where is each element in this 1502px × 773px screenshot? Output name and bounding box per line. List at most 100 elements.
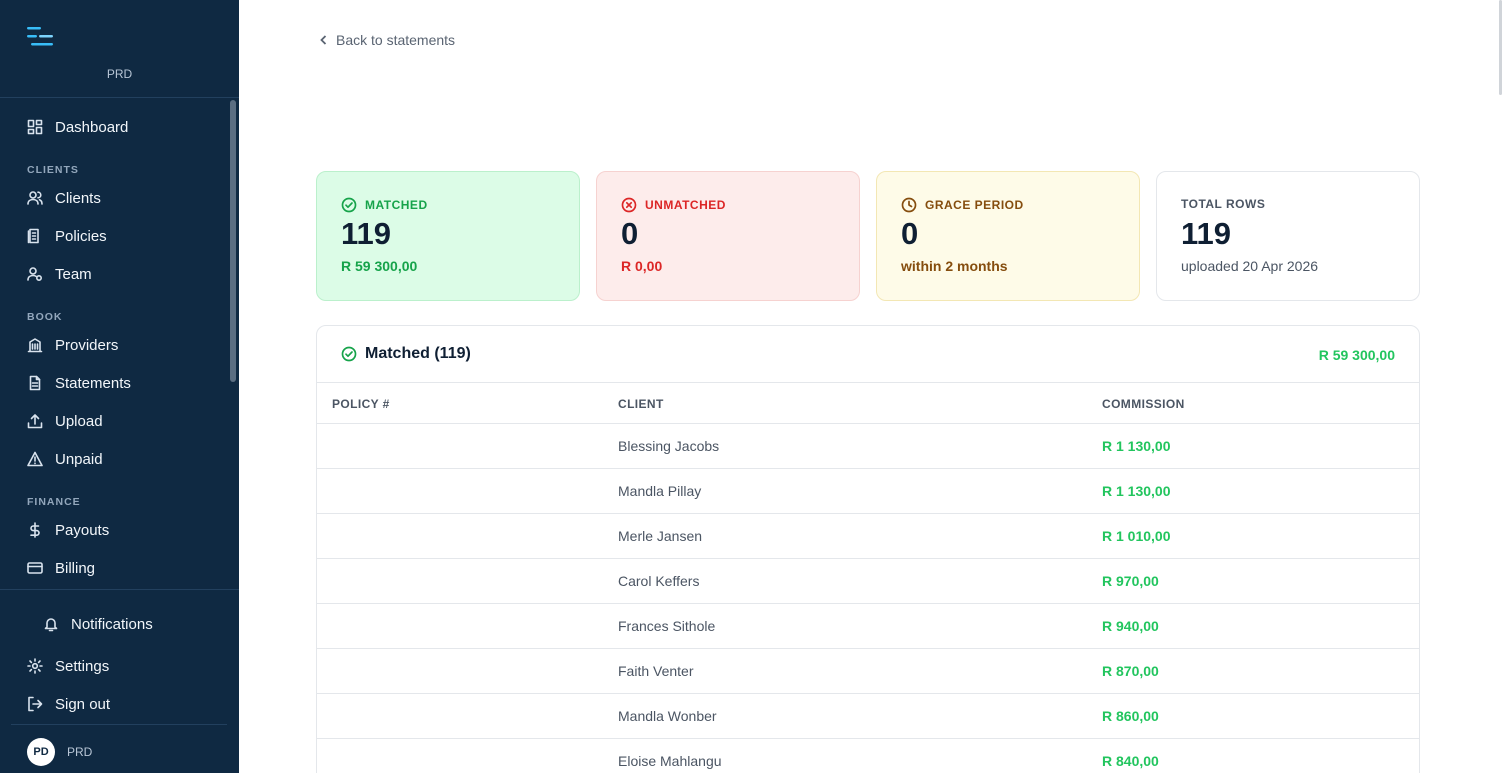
total-rows-card: TOTAL ROWS 119 uploaded 20 Apr 2026 (1156, 171, 1420, 301)
sidebar-item-label: Team (55, 265, 92, 283)
avatar: PD (27, 738, 55, 766)
sidebar-item-label: Dashboard (55, 118, 129, 136)
org-name: PRD (106, 67, 133, 81)
client-cell: Faith Venter (618, 663, 694, 679)
brand-header: PRD (0, 0, 239, 98)
check-circle-icon (341, 197, 357, 213)
bell-icon (44, 618, 58, 632)
sidebar-item-payouts[interactable]: Payouts (0, 513, 226, 547)
sidebar-item-settings[interactable]: Settings (0, 649, 226, 683)
user-name: PRD (67, 745, 93, 759)
table-row[interactable]: Blessing Jacobs R 1 130,00 (317, 424, 1419, 469)
client-cell: Mandla Pillay (618, 483, 702, 499)
grace-period-card: GRACE PERIOD 0 within 2 months (876, 171, 1140, 301)
table-row[interactable]: Mandla Pillay R 1 130,00 (317, 469, 1419, 514)
grace-period-count: 0 (901, 216, 919, 251)
commission-cell: R 970,00 (1102, 573, 1159, 589)
sidebar-item-dashboard[interactable]: Dashboard (0, 110, 226, 144)
x-circle-icon (621, 197, 637, 213)
table-header-row: POLICY # CLIENT COMMISSION (317, 383, 1419, 424)
sidebar-item-label: Policies (55, 227, 107, 245)
upload-date: uploaded 20 Apr 2026 (1181, 258, 1319, 274)
sign-out-button[interactable]: Sign out (0, 687, 226, 721)
unmatched-count: 0 (621, 216, 639, 251)
dollar-icon (30, 522, 40, 538)
page-scrollbar-thumb[interactable] (1499, 0, 1502, 95)
commission-cell: R 1 010,00 (1102, 528, 1171, 544)
policy-document-icon (27, 228, 39, 244)
card-label-text: MATCHED (365, 198, 428, 212)
section-book: BOOK (27, 311, 63, 323)
client-cell: Merle Jansen (618, 528, 703, 544)
unmatched-label: UNMATCHED (621, 197, 726, 213)
commission-cell: R 860,00 (1102, 708, 1159, 724)
sidebar-item-team[interactable]: Team (0, 257, 226, 291)
grace-period-label: GRACE PERIOD (901, 197, 1024, 213)
commission-cell: R 1 130,00 (1102, 483, 1171, 499)
commission-cell: R 1 130,00 (1102, 438, 1171, 454)
file-text-icon (29, 375, 41, 391)
sidebar-item-billing[interactable]: Billing (0, 551, 226, 585)
sidebar: PRD Dashboard CLIENTS Clients Policies T… (0, 0, 239, 773)
sidebar-item-label: Unpaid (55, 450, 103, 468)
sidebar-item-statements[interactable]: Statements (0, 366, 226, 400)
upload-icon (27, 414, 43, 429)
section-clients: CLIENTS (27, 164, 79, 176)
sidebar-item-label: Billing (55, 559, 96, 577)
unmatched-amount: R 0,00 (621, 258, 663, 274)
sidebar-item-policies[interactable]: Policies (0, 219, 226, 253)
user-profile[interactable]: PD PRD (11, 724, 227, 773)
clock-icon (901, 197, 917, 213)
total-rows-label: TOTAL ROWS (1181, 197, 1266, 211)
sidebar-nav: Dashboard CLIENTS Clients Policies Team … (0, 98, 239, 589)
section-finance: FINANCE (27, 496, 81, 508)
matched-card: MATCHED 119 R 59 300,00 (316, 171, 580, 301)
credit-card-icon (27, 562, 43, 574)
commission-cell: R 840,00 (1102, 753, 1159, 769)
sidebar-item-providers[interactable]: Providers (0, 328, 226, 362)
client-cell: Carol Keffers (618, 573, 700, 589)
client-cell: Mandla Wonber (618, 708, 717, 724)
sidebar-item-label: Clients (55, 189, 101, 207)
users-icon (27, 191, 43, 205)
card-label-text: GRACE PERIOD (925, 198, 1024, 212)
matched-table: Matched (119) R 59 300,00 POLICY # CLIEN… (316, 325, 1420, 773)
client-cell: Frances Sithole (618, 618, 716, 634)
sidebar-scrollbar[interactable] (230, 100, 236, 382)
page-scrollbar[interactable] (1498, 0, 1502, 773)
card-label-text: UNMATCHED (645, 198, 726, 212)
warning-icon (27, 451, 43, 467)
commission-cell: R 870,00 (1102, 663, 1159, 679)
sidebar-item-label: Notifications (71, 615, 153, 633)
back-link-label: Back to statements (336, 32, 456, 48)
dashboard-icon (27, 119, 43, 135)
table-row[interactable]: Carol Keffers R 970,00 (317, 559, 1419, 604)
chevron-left-icon (320, 35, 327, 45)
matched-table-total: R 59 300,00 (1318, 347, 1395, 363)
sidebar-item-clients[interactable]: Clients (0, 181, 226, 215)
logo-icon[interactable] (27, 27, 55, 47)
table-row[interactable]: Faith Venter R 870,00 (317, 649, 1419, 694)
commission-cell: R 940,00 (1102, 618, 1159, 634)
sidebar-item-upload[interactable]: Upload (0, 404, 226, 438)
sidebar-item-label: Payouts (55, 521, 110, 539)
client-cell: Blessing Jacobs (618, 438, 720, 454)
table-row[interactable]: Mandla Wonber R 860,00 (317, 694, 1419, 739)
table-row[interactable]: Merle Jansen R 1 010,00 (317, 514, 1419, 559)
column-header-policy[interactable]: POLICY # (332, 397, 390, 411)
column-header-client[interactable]: CLIENT (618, 397, 664, 411)
sidebar-item-unpaid[interactable]: Unpaid (0, 442, 226, 476)
column-header-commission[interactable]: COMMISSION (1102, 397, 1185, 411)
sidebar-item-label: Sign out (55, 695, 111, 713)
client-cell: Eloise Mahlangu (618, 753, 722, 769)
team-icon (27, 267, 43, 282)
notifications-button[interactable]: Notifications (0, 607, 226, 641)
sidebar-footer: Notifications Settings Sign out PD PRD (0, 589, 239, 773)
table-row[interactable]: Frances Sithole R 940,00 (317, 604, 1419, 649)
main-content: Back to statements MATCHED 119 R 59 300,… (239, 0, 1502, 773)
check-circle-icon (341, 346, 357, 362)
matched-count: 119 (341, 216, 392, 251)
total-rows-count: 119 (1181, 216, 1232, 251)
back-link[interactable]: Back to statements (317, 32, 455, 48)
table-row[interactable]: Eloise Mahlangu R 840,00 (317, 739, 1419, 773)
